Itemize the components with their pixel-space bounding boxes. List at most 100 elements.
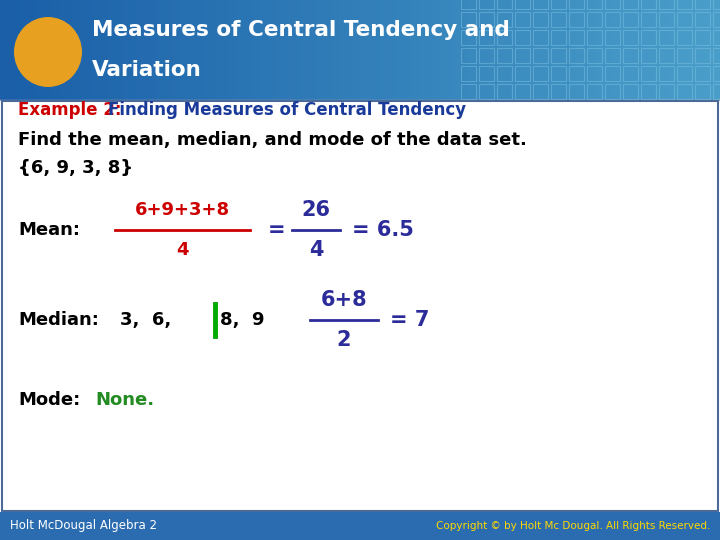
Bar: [526, 0, 533, 100]
Bar: [551, 48, 566, 63]
Bar: [497, 12, 512, 27]
Bar: [518, 0, 526, 100]
Bar: [461, 30, 476, 45]
Bar: [22, 0, 29, 100]
Bar: [223, 0, 230, 100]
Bar: [238, 0, 245, 100]
Bar: [50, 0, 58, 100]
Bar: [670, 0, 677, 100]
Bar: [605, 12, 620, 27]
Bar: [158, 0, 166, 100]
Bar: [374, 0, 382, 100]
Bar: [569, 0, 584, 9]
Bar: [479, 48, 494, 63]
Bar: [641, 84, 656, 99]
Bar: [331, 0, 338, 100]
Bar: [551, 84, 566, 99]
Bar: [623, 48, 638, 63]
Bar: [598, 0, 605, 100]
Bar: [2, 101, 718, 511]
Bar: [551, 66, 566, 81]
Bar: [587, 30, 602, 45]
Text: Holt McDougal Algebra 2: Holt McDougal Algebra 2: [10, 519, 157, 532]
Bar: [245, 0, 252, 100]
Bar: [137, 0, 144, 100]
Bar: [79, 0, 86, 100]
Text: 4: 4: [176, 241, 189, 259]
Bar: [288, 0, 295, 100]
Bar: [619, 0, 626, 100]
Text: Copyright © by Holt Mc Dougal. All Rights Reserved.: Copyright © by Holt Mc Dougal. All Right…: [436, 521, 710, 531]
Bar: [677, 0, 684, 100]
Bar: [623, 66, 638, 81]
Bar: [698, 0, 706, 100]
Text: Example 2:: Example 2:: [18, 101, 122, 119]
Bar: [659, 84, 674, 99]
Bar: [346, 0, 353, 100]
Bar: [713, 0, 720, 9]
Bar: [497, 48, 512, 63]
Bar: [623, 12, 638, 27]
Bar: [587, 84, 602, 99]
Bar: [533, 84, 548, 99]
Bar: [677, 12, 692, 27]
Bar: [677, 66, 692, 81]
Text: None.: None.: [95, 391, 154, 409]
Bar: [569, 66, 584, 81]
Bar: [612, 0, 619, 100]
Text: Mode:: Mode:: [18, 391, 80, 409]
Bar: [515, 0, 530, 9]
Bar: [403, 0, 410, 100]
Bar: [641, 12, 656, 27]
Bar: [122, 0, 130, 100]
Bar: [338, 0, 346, 100]
Bar: [461, 0, 468, 100]
Text: 26: 26: [302, 200, 330, 220]
Text: Variation: Variation: [92, 60, 202, 80]
Bar: [461, 12, 476, 27]
Bar: [713, 12, 720, 27]
Bar: [691, 0, 698, 100]
Bar: [605, 66, 620, 81]
Bar: [533, 30, 548, 45]
Bar: [547, 0, 554, 100]
Bar: [187, 0, 194, 100]
Bar: [655, 0, 662, 100]
Bar: [317, 0, 324, 100]
Bar: [533, 0, 540, 100]
Bar: [540, 0, 547, 100]
Bar: [695, 0, 710, 9]
Bar: [310, 0, 317, 100]
Bar: [497, 0, 512, 9]
Bar: [180, 0, 187, 100]
Bar: [497, 30, 512, 45]
Bar: [695, 12, 710, 27]
Bar: [274, 0, 281, 100]
Bar: [713, 0, 720, 100]
Bar: [587, 12, 602, 27]
Bar: [130, 0, 137, 100]
Bar: [86, 0, 94, 100]
Bar: [623, 0, 638, 9]
Bar: [695, 66, 710, 81]
Bar: [418, 0, 425, 100]
Bar: [533, 66, 548, 81]
Text: 6+8: 6+8: [320, 290, 367, 310]
Bar: [659, 48, 674, 63]
Bar: [684, 0, 691, 100]
Bar: [677, 84, 692, 99]
Bar: [515, 84, 530, 99]
Text: Finding Measures of Central Tendency: Finding Measures of Central Tendency: [108, 101, 466, 119]
Bar: [144, 0, 151, 100]
Bar: [515, 48, 530, 63]
Bar: [605, 48, 620, 63]
Bar: [479, 12, 494, 27]
Bar: [324, 0, 331, 100]
Bar: [29, 0, 36, 100]
Bar: [605, 30, 620, 45]
Bar: [461, 0, 476, 9]
Bar: [43, 0, 50, 100]
Bar: [360, 0, 367, 100]
Bar: [515, 66, 530, 81]
Text: Median:: Median:: [18, 311, 99, 329]
